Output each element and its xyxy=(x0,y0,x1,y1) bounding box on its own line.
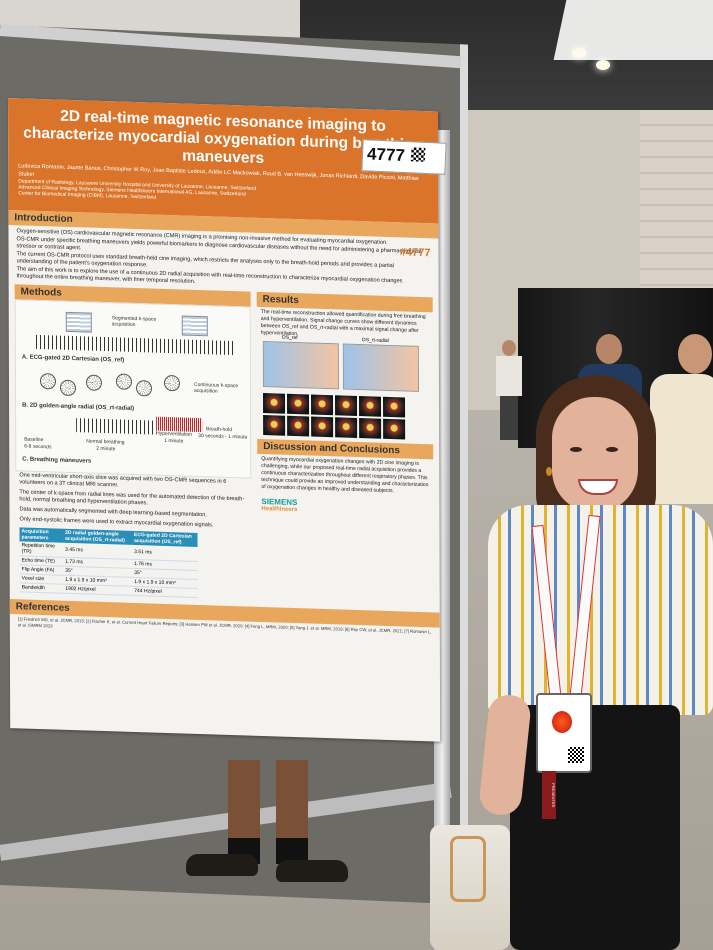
plot-title: OS_rt-radial xyxy=(361,337,389,344)
radial-spoke xyxy=(163,374,181,392)
kspace-slab xyxy=(181,315,208,337)
legs-behind-board xyxy=(186,760,348,882)
mri-frame xyxy=(382,396,406,418)
hyperventilation-trace xyxy=(156,416,203,432)
label-breath-hold: Breath-hold xyxy=(206,426,233,433)
results-column: Results The real-time reconstruction all… xyxy=(256,291,434,609)
plot-title: OS_ref xyxy=(281,334,298,341)
mri-frame xyxy=(311,416,334,438)
signal-plot: OS_rt-radial xyxy=(342,337,419,392)
flame-logo-icon xyxy=(552,711,572,733)
mri-frame xyxy=(358,395,382,417)
fig-label-b: B. 2D golden-angle radial (OS_rt-radial) xyxy=(22,402,135,412)
fig-label-c: C. Breathing maneuvers xyxy=(22,456,92,465)
conference-badge xyxy=(536,693,592,773)
earring xyxy=(546,467,552,476)
sponsor-sub: Healthineers xyxy=(261,505,298,514)
mri-frame xyxy=(287,415,310,437)
label-normal-breathing: Normal breathing xyxy=(86,438,125,446)
presenter-ribbon: PRESENTER xyxy=(542,771,556,819)
mri-frame xyxy=(334,395,358,416)
qr-code-icon xyxy=(410,147,426,162)
table-header: Acquisition parameters xyxy=(19,527,64,543)
fig-label-continuous: Continuous k-space acquisition xyxy=(193,381,239,395)
label-hyper-time: 1 minute xyxy=(164,437,184,445)
sponsor-logos: SIEMENS Healthineers xyxy=(257,493,433,522)
backpack xyxy=(430,825,510,950)
label-baseline-time: 6-8 seconds xyxy=(24,443,52,451)
mri-frame xyxy=(263,414,286,436)
background-person xyxy=(496,340,522,440)
fig-label-segmented: Segmented k-space acquisition xyxy=(111,315,157,328)
board-number: 4777 xyxy=(366,144,406,166)
radial-spoke xyxy=(39,372,57,390)
signal-plots: OS_ref OS_rt-radial xyxy=(257,334,433,395)
label-baseline: Baseline xyxy=(24,436,44,443)
signal-plot: OS_ref xyxy=(262,334,339,390)
radial-spoke xyxy=(115,373,133,390)
striped-shirt xyxy=(488,505,713,715)
table-cell: 1902 Hz/pixel xyxy=(63,584,133,596)
research-poster: 2D real-time magnetic resonance imaging … xyxy=(8,98,441,742)
presenter-person: PRESENTER xyxy=(477,375,713,950)
board-number-card: 4777 xyxy=(361,139,447,175)
mri-frame xyxy=(359,417,382,439)
label-hyperventilation: Hyperventilation xyxy=(156,430,193,438)
qr-code-icon xyxy=(568,747,584,763)
methods-column: Methods Segmented k-space acquisition A.… xyxy=(14,284,252,603)
table-cell: Bandwidth xyxy=(19,582,64,594)
table-cell: Repetition time (TR) xyxy=(19,541,64,558)
radial-spoke xyxy=(135,379,153,397)
table-cell: 744 Hz/pixel xyxy=(132,586,198,598)
discussion-text: Quantifying myocardial oxygenation chang… xyxy=(261,455,429,495)
mri-frame xyxy=(262,392,286,414)
mri-frame xyxy=(286,393,310,415)
siemens-logo: SIEMENS Healthineers xyxy=(261,497,297,513)
methods-figure: Segmented k-space acquisition A. ECG-gat… xyxy=(14,299,252,479)
label-normal-time: 2 minute xyxy=(96,445,116,453)
poster-number-tag: #4777 xyxy=(399,246,431,260)
mri-frame xyxy=(310,394,334,416)
mri-frame xyxy=(335,417,358,438)
backpack-strap xyxy=(450,836,486,902)
ceiling-light xyxy=(572,48,586,58)
acquisition-table: Acquisition parameters 2D radial golden-… xyxy=(19,527,198,598)
breathing-trace xyxy=(76,417,157,435)
ecg-trace xyxy=(35,334,236,355)
label-bh-time: 30 seconds - 1 minute xyxy=(198,432,248,441)
poster-columns: Methods Segmented k-space acquisition A.… xyxy=(9,284,440,609)
radial-spoke xyxy=(85,374,103,391)
mri-image-grid xyxy=(257,389,433,445)
face xyxy=(552,397,638,513)
ceiling-light xyxy=(596,60,610,70)
kspace-slab xyxy=(65,311,92,333)
fig-label-a: A. ECG-gated 2D Cartesian (OS_ref) xyxy=(21,354,125,364)
mri-frame xyxy=(383,418,406,440)
radial-spoke xyxy=(59,379,77,396)
